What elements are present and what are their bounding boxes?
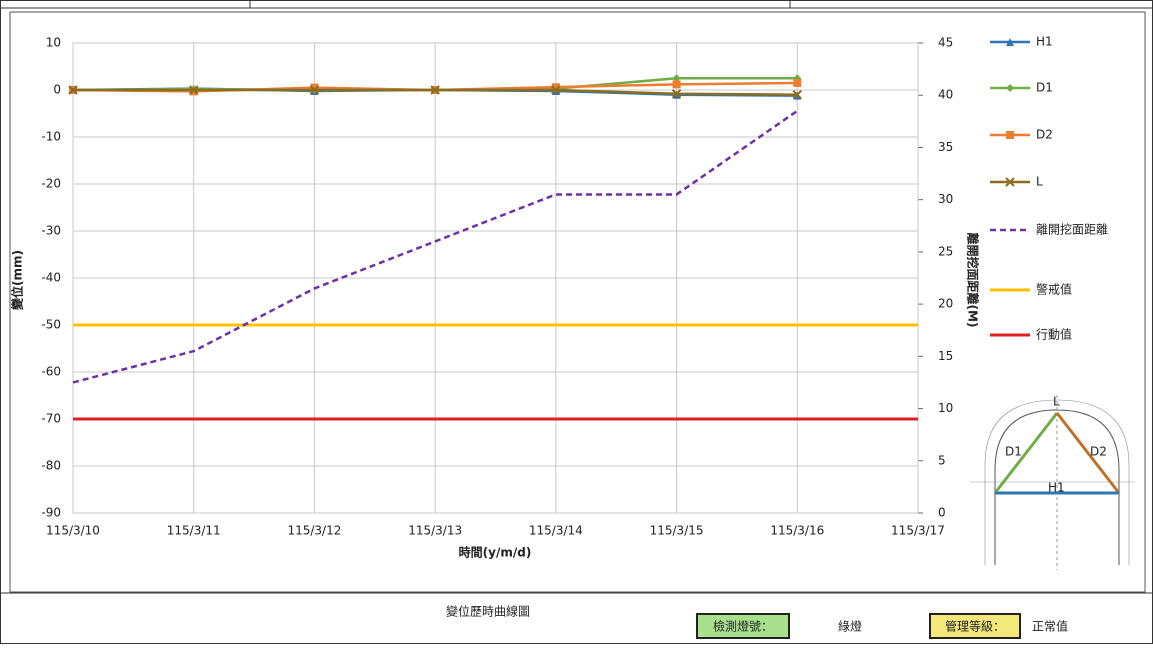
y2-tick-label: 20 bbox=[938, 297, 953, 311]
tunnel-diagram: L D1 D2 H1 bbox=[970, 395, 1135, 570]
chart-frame bbox=[9, 11, 1146, 593]
y-tick-label: -20 bbox=[41, 177, 61, 191]
diagram-label: D2 bbox=[1090, 445, 1107, 459]
x-tick-label: 115/3/11 bbox=[167, 524, 221, 538]
y-tick-label: -70 bbox=[41, 412, 61, 426]
y-axis-label: 變位(mm) bbox=[10, 250, 25, 311]
legend-label: D2 bbox=[1036, 128, 1053, 142]
y2-tick-label: 45 bbox=[938, 36, 953, 50]
marker bbox=[309, 85, 320, 95]
x-tick-label: 115/3/10 bbox=[46, 524, 100, 538]
footer-value: 正常值 bbox=[1032, 619, 1068, 634]
y2-axis-label: 離開挖面距離(M) bbox=[966, 233, 981, 328]
legend-label: 警戒值 bbox=[1036, 282, 1072, 297]
y2-tick-label: 15 bbox=[938, 349, 953, 363]
series-line bbox=[72, 109, 798, 384]
diagram-label: L bbox=[1053, 395, 1060, 409]
legend-label: 行動值 bbox=[1036, 327, 1072, 342]
level-label-box bbox=[929, 613, 1021, 639]
y2-tick-label: 5 bbox=[938, 453, 946, 467]
marker bbox=[189, 85, 199, 95]
x-tick-label: 115/3/14 bbox=[529, 524, 583, 538]
diagram-label: D1 bbox=[1005, 445, 1022, 459]
legend-label: H1 bbox=[1036, 35, 1053, 49]
marker bbox=[430, 85, 440, 95]
marker bbox=[68, 85, 78, 95]
x-tick-label: 115/3/12 bbox=[287, 524, 341, 538]
y-tick-label: 10 bbox=[46, 36, 61, 50]
marker bbox=[792, 89, 802, 100]
footer-caption: 變位歷時曲線圖 bbox=[446, 604, 530, 619]
x-tick-label: 115/3/15 bbox=[650, 524, 704, 538]
y-tick-label: -10 bbox=[41, 130, 61, 144]
x-tick-label: 115/3/13 bbox=[408, 524, 462, 538]
x-tick-label: 115/3/16 bbox=[770, 524, 824, 538]
y-tick-label: -90 bbox=[41, 506, 61, 520]
tunnel-outline bbox=[984, 399, 1130, 565]
y-tick-label: -50 bbox=[41, 318, 61, 332]
legend-label: D1 bbox=[1036, 81, 1053, 95]
y-tick-label: -40 bbox=[41, 271, 61, 285]
footer-label: 檢測燈號： bbox=[713, 619, 773, 634]
marker bbox=[1005, 177, 1015, 187]
y2-tick-label: 10 bbox=[938, 401, 953, 415]
marker bbox=[793, 78, 802, 87]
y2-tick-label: 40 bbox=[938, 88, 953, 102]
legend-label: L bbox=[1036, 175, 1043, 189]
footer-value: 綠燈 bbox=[838, 619, 862, 634]
footer-label: 管理等級： bbox=[945, 619, 1005, 634]
y-tick-label: -30 bbox=[41, 224, 61, 238]
y-tick-label: 0 bbox=[53, 83, 61, 97]
y2-tick-label: 30 bbox=[938, 192, 953, 206]
d2-line bbox=[1055, 412, 1121, 494]
marker bbox=[310, 83, 319, 92]
marker bbox=[672, 74, 681, 83]
diagram-label: H1 bbox=[1048, 481, 1065, 495]
marker bbox=[1006, 38, 1014, 46]
d1-line bbox=[993, 412, 1059, 494]
marker bbox=[551, 83, 560, 92]
y-tick-label: -80 bbox=[41, 459, 61, 473]
light-label-box bbox=[696, 613, 790, 639]
x-tick-label: 115/3/17 bbox=[891, 524, 945, 538]
y2-tick-label: 25 bbox=[938, 244, 953, 258]
marker bbox=[551, 85, 561, 95]
x-axis-label: 時間(y/m/d) bbox=[459, 545, 532, 560]
y2-tick-label: 0 bbox=[938, 506, 946, 520]
legend-label: 離開挖面距離 bbox=[1036, 222, 1108, 237]
y2-tick-label: 35 bbox=[938, 140, 953, 154]
marker bbox=[1006, 84, 1014, 92]
marker bbox=[1006, 131, 1014, 139]
marker bbox=[671, 89, 682, 99]
marker bbox=[672, 80, 681, 89]
y-tick-label: -60 bbox=[41, 365, 61, 379]
